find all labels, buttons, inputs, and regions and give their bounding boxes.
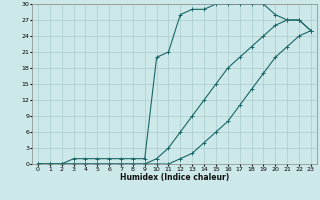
X-axis label: Humidex (Indice chaleur): Humidex (Indice chaleur) — [120, 173, 229, 182]
